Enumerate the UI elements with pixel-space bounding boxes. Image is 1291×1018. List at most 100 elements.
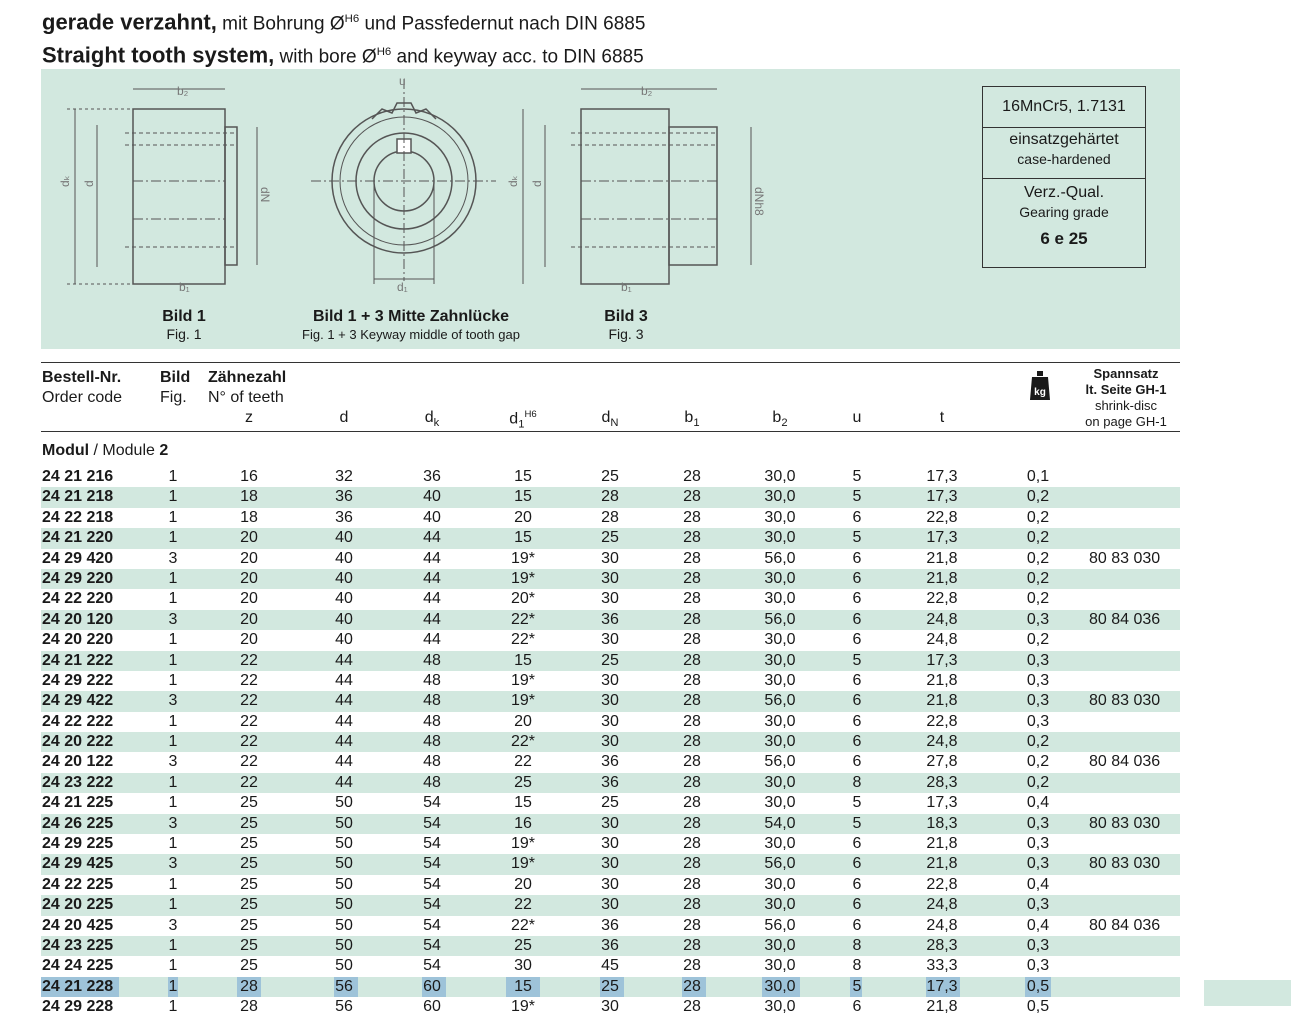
table-row[interactable]: 24 23 225 1 25 50 54 25 36 28 30,0 8 28,3 0,3 <box>41 935 1180 957</box>
cell-d1: 15 <box>514 488 532 506</box>
cell-kg: 0,4 <box>1026 875 1050 893</box>
cell-b2: 30,0 <box>764 651 796 669</box>
cell-b1: 28 <box>683 977 701 995</box>
cell-dk: 44 <box>423 569 441 587</box>
cell-fig: 1 <box>168 794 178 812</box>
table-row[interactable]: 24 21 225 1 25 50 54 15 25 28 30,0 5 17,3 0,4 <box>41 793 1180 813</box>
cell-t: 24,8 <box>926 610 958 628</box>
table-row[interactable]: 24 20 425 3 25 50 54 22* 36 28 56,0 6 24,8 0,4 80 84… <box>41 916 1180 936</box>
cell-d: 50 <box>335 916 353 934</box>
cell-dk: 54 <box>423 957 441 975</box>
cell-order-code: 24 20 225 <box>42 896 114 914</box>
cell-fig: 3 <box>168 855 178 873</box>
fig3-drawing <box>522 88 752 285</box>
cell-t: 21,8 <box>926 549 958 567</box>
cell-d: 36 <box>335 508 353 526</box>
cell-kg: 0,1 <box>1026 468 1050 485</box>
cell-d: 50 <box>335 936 353 954</box>
cell-t: 28,3 <box>926 936 958 954</box>
table-row[interactable]: 24 22 225 1 25 50 54 20 30 28 30,0 6 22,8 0,4 <box>41 875 1180 895</box>
selection-highlight <box>600 976 624 997</box>
table-row[interactable]: 24 29 425 3 25 50 54 19* 30 28 56,0 6 21,8 0,3 80 83… <box>41 854 1180 875</box>
cell-d: 40 <box>335 631 353 649</box>
cell-dN: 28 <box>601 508 619 526</box>
page-heading: gerade verzahnt, mit Bohrung ØH6 und Pas… <box>42 5 645 72</box>
cell-b2: 30,0 <box>764 835 796 853</box>
cell-z: 22 <box>240 733 258 751</box>
table-row[interactable]: 24 21 220 1 20 40 44 15 25 28 30,0 5 17,3 0,2 <box>41 528 1180 549</box>
table-row[interactable]: 24 20 225 1 25 50 54 22 30 28 30,0 6 24,8 0,3 <box>41 895 1180 916</box>
cell-d1: 20 <box>514 875 532 893</box>
table-row[interactable]: 24 20 120 3 20 40 44 22* 36 28 56,0 6 24,8 0,3 80 84… <box>41 609 1180 631</box>
table-row[interactable]: 24 21 216 1 16 32 36 15 25 28 30,0 5 17,3 0,1 <box>41 467 1180 487</box>
cell-t: 22,8 <box>926 590 958 608</box>
table-row[interactable]: 24 22 220 1 20 40 44 20* 30 28 30,0 6 22,8 0,2 <box>41 589 1180 609</box>
table-row[interactable]: 24 29 220 1 20 40 44 19* 30 28 30,0 6 21,8 0,2 <box>41 568 1180 590</box>
cell-fig: 3 <box>168 814 178 832</box>
cell-b1: 28 <box>683 936 701 954</box>
table-row[interactable]: 24 23 222 1 22 44 48 25 36 28 30,0 8 28,3 0,2 <box>41 772 1180 794</box>
cell-t: 24,8 <box>926 733 958 751</box>
cell-b1: 28 <box>683 896 701 914</box>
selection-highlight <box>237 976 261 997</box>
selection-highlight <box>926 976 960 997</box>
cell-fig: 1 <box>168 468 178 485</box>
cell-kg: 0,3 <box>1026 712 1050 730</box>
cell-z: 20 <box>240 610 258 628</box>
cell-order-code: 24 21 225 <box>42 794 114 812</box>
table-row[interactable]: 24 29 222 1 22 44 48 19* 30 28 30,0 6 21,8 0,3 <box>41 671 1180 691</box>
header-spannsatz-2: lt. Seite GH-1 <box>1085 382 1167 397</box>
table-row[interactable]: 24 29 225 1 25 50 54 19* 30 28 30,0 6 21,8 0,3 <box>41 834 1180 854</box>
header-d: d <box>339 409 349 426</box>
cell-t: 17,3 <box>926 651 958 669</box>
cell-d: 50 <box>335 896 353 914</box>
table-row[interactable]: 24 20 222 1 22 44 48 22* 30 28 30,0 6 24,8 0,2 <box>41 732 1180 753</box>
table-row[interactable]: 24 21 218 1 18 36 40 15 28 28 30,0 5 17,3 0,2 <box>41 487 1180 508</box>
cell-u: 5 <box>852 814 862 832</box>
selection-highlight <box>422 976 446 997</box>
cell-shrink-disc: 80 84 036 <box>1089 916 1161 934</box>
cell-dN: 36 <box>601 916 619 934</box>
cell-shrink-disc: 80 83 030 <box>1089 692 1161 710</box>
table-row[interactable]: 24 22 222 1 22 44 48 20 30 28 30,0 6 22,8 0,3 <box>41 712 1180 732</box>
cell-z: 22 <box>240 692 258 710</box>
cell-d1: 19* <box>510 671 536 689</box>
table-row[interactable]: 24 29 228 1 28 56 60 19* 30 28 30,0 6 21,8 0,5 <box>41 997 1180 1017</box>
table-row[interactable]: 24 22 218 1 18 36 40 20 28 28 30,0 6 22,8 0,2 <box>41 508 1180 528</box>
table-row[interactable]: 24 26 225 3 25 50 54 16 30 28 54,0 5 18,3 0,3 80 83 … <box>41 813 1180 835</box>
cell-z: 22 <box>240 712 258 730</box>
table-row[interactable]: 24 21 228 1 28 56 60 15 25 28 30,0 5 17,3 0,5 <box>41 976 1180 998</box>
cell-fig: 1 <box>168 936 178 954</box>
cell-dN: 25 <box>601 977 619 995</box>
cell-dN: 30 <box>601 631 619 649</box>
cell-d1: 16 <box>514 814 532 832</box>
cell-shrink-disc: 80 83 030 <box>1089 814 1161 832</box>
cell-order-code: 24 24 225 <box>42 957 114 975</box>
cell-dN: 30 <box>601 814 619 832</box>
cell-kg: 0,2 <box>1026 733 1050 751</box>
table-row[interactable]: 24 24 225 1 25 50 54 30 45 28 30,0 8 33,3 0,3 <box>41 956 1180 976</box>
cell-b2: 30,0 <box>764 733 796 751</box>
cell-fig: 1 <box>168 508 178 526</box>
table-row[interactable]: 24 29 422 3 22 44 48 19* 30 28 56,0 6 21,8 0,3 80 83… <box>41 691 1180 712</box>
table-row[interactable]: 24 29 420 3 20 40 44 19* 30 28 56,0 6 21,8 0,2 80 83… <box>41 549 1180 569</box>
cell-kg: 0,2 <box>1026 631 1050 649</box>
header-d1: d1H6 <box>509 409 537 431</box>
selection-highlight <box>1025 976 1051 997</box>
technical-drawings: b₂ b₁ dₖ d dN u d₁ b₂ b₁ dₖ d dNh8 <box>58 74 766 294</box>
product-table: Bestell-Nr. Order code Bild Fig. Zähneza… <box>41 362 1180 432</box>
table-row[interactable]: 24 21 222 1 22 44 48 15 25 28 30,0 5 17,3 0,3 <box>41 650 1180 671</box>
table-row[interactable]: 24 20 122 3 22 44 48 22 36 28 56,0 6 27,8 0,2 80 84 … <box>41 752 1180 772</box>
cell-t: 17,3 <box>926 468 958 485</box>
fig3-caption-en: Fig. 3 <box>608 326 644 342</box>
table-row[interactable]: 24 20 220 1 20 40 44 22* 30 28 30,0 6 24,8 0,2 <box>41 630 1180 650</box>
cell-d: 50 <box>335 835 353 853</box>
dim-b1-fig3: b₁ <box>621 280 632 294</box>
cell-dk: 54 <box>423 794 441 812</box>
cell-order-code: 24 29 425 <box>42 855 114 873</box>
cell-dk: 54 <box>423 855 441 873</box>
cell-order-code: 24 20 120 <box>42 610 114 628</box>
header-dN: dN <box>601 409 619 430</box>
heading-german: gerade verzahnt, mit Bohrung ØH6 und Pas… <box>42 5 645 38</box>
cell-u: 6 <box>852 916 862 934</box>
